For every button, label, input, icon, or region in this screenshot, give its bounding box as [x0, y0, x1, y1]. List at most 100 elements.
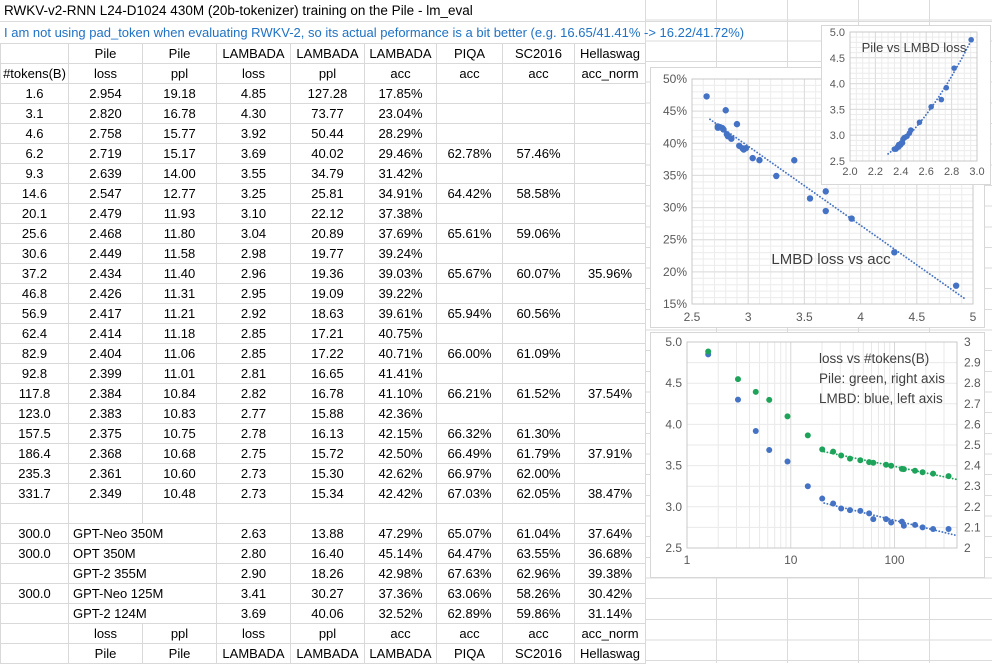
cell[interactable]: 10.83	[142, 403, 217, 424]
cell[interactable]	[574, 343, 646, 364]
cell[interactable]: 123.0	[0, 403, 69, 424]
cell[interactable]: 12.77	[142, 183, 217, 204]
cell[interactable]	[436, 123, 503, 144]
cell[interactable]: 2.383	[68, 403, 143, 424]
data-points[interactable]	[891, 36, 974, 152]
cell[interactable]: 66.32%	[436, 423, 503, 444]
sheet-title-cell[interactable]: RWKV-v2-RNN L24-D1024 430M (20b-tokenize…	[4, 3, 473, 18]
cell[interactable]: 46.8	[0, 283, 69, 304]
cell[interactable]: 16.65	[290, 363, 365, 384]
cell[interactable]: 61.79%	[502, 443, 575, 464]
cell[interactable]	[574, 123, 646, 144]
cell[interactable]: 17.22	[290, 343, 365, 364]
cell[interactable]: 18.63	[290, 303, 365, 324]
cell[interactable]: 60.56%	[502, 303, 575, 324]
cell[interactable]: 42.42%	[364, 483, 437, 504]
baseline-model-name[interactable]: GPT-2 355M	[68, 563, 217, 584]
cell[interactable]: 65.61%	[436, 223, 503, 244]
cell[interactable]: 2.417	[68, 303, 143, 324]
cell[interactable]: 10.60	[142, 463, 217, 484]
cell[interactable]: 73.77	[290, 103, 365, 124]
cell[interactable]: 82.9	[0, 343, 69, 364]
cell[interactable]: 11.58	[142, 243, 217, 264]
cell[interactable]: PIQA	[436, 643, 503, 664]
cell[interactable]: 30.27	[290, 583, 365, 604]
cell[interactable]: 2.78	[216, 423, 291, 444]
cell[interactable]: 31.42%	[364, 163, 437, 184]
cell[interactable]	[0, 623, 69, 644]
cell[interactable]: 10.84	[142, 383, 217, 404]
cell[interactable]: acc	[502, 623, 575, 644]
cell[interactable]: 6.2	[0, 143, 69, 164]
cell[interactable]: 15.17	[142, 143, 217, 164]
baseline-model-name[interactable]: GPT-Neo 125M	[68, 583, 217, 604]
cell[interactable]	[574, 243, 646, 264]
cell[interactable]: Pile	[142, 43, 217, 64]
cell[interactable]: 300.0	[0, 523, 69, 544]
cell[interactable]: 2.639	[68, 163, 143, 184]
cell[interactable]: Pile	[142, 643, 217, 664]
cell[interactable]: 39.22%	[364, 283, 437, 304]
cell[interactable]: 59.86%	[502, 603, 575, 624]
cell[interactable]: 2.98	[216, 243, 291, 264]
cell[interactable]: 62.96%	[502, 563, 575, 584]
cell[interactable]: 41.10%	[364, 383, 437, 404]
cell[interactable]: 10.48	[142, 483, 217, 504]
cell[interactable]: 2.449	[68, 243, 143, 264]
cell[interactable]: 3.69	[216, 603, 291, 624]
cell[interactable]: 2.85	[216, 343, 291, 364]
cell[interactable]: 63.55%	[502, 543, 575, 564]
cell[interactable]	[0, 503, 69, 524]
cell[interactable]: 35.96%	[574, 263, 646, 284]
cell[interactable]	[0, 603, 69, 624]
cell[interactable]: 62.05%	[502, 483, 575, 504]
cell[interactable]	[502, 283, 575, 304]
cell[interactable]: 20.1	[0, 203, 69, 224]
cell[interactable]: 15.88	[290, 403, 365, 424]
cell[interactable]	[436, 243, 503, 264]
cell[interactable]	[574, 323, 646, 344]
cell[interactable]: 11.40	[142, 263, 217, 284]
cell[interactable]: 34.79	[290, 163, 365, 184]
cell[interactable]: 15.34	[290, 483, 365, 504]
cell[interactable]	[216, 503, 291, 524]
cell[interactable]: 17.85%	[364, 83, 437, 104]
cell[interactable]: 11.31	[142, 283, 217, 304]
cell[interactable]	[574, 423, 646, 444]
cell[interactable]	[0, 563, 69, 584]
cell[interactable]	[574, 203, 646, 224]
cell[interactable]: Pile	[68, 43, 143, 64]
cell[interactable]: 2.434	[68, 263, 143, 284]
cell[interactable]	[502, 203, 575, 224]
cell[interactable]: loss	[68, 63, 143, 84]
cell[interactable]: 11.06	[142, 343, 217, 364]
cell[interactable]: 22.12	[290, 203, 365, 224]
cell[interactable]: 2.426	[68, 283, 143, 304]
cell[interactable]: ppl	[290, 623, 365, 644]
cell[interactable]: acc	[436, 63, 503, 84]
cell[interactable]: acc	[502, 63, 575, 84]
cell[interactable]: acc	[364, 63, 437, 84]
cell[interactable]: 2.414	[68, 323, 143, 344]
cell[interactable]	[574, 83, 646, 104]
cell[interactable]: 13.88	[290, 523, 365, 544]
cell[interactable]	[436, 363, 503, 384]
cell[interactable]: 11.93	[142, 203, 217, 224]
cell[interactable]: 25.81	[290, 183, 365, 204]
cell[interactable]	[502, 163, 575, 184]
cell[interactable]: LAMBADA	[364, 43, 437, 64]
cell[interactable]: 15.77	[142, 123, 217, 144]
cell[interactable]: 127.28	[290, 83, 365, 104]
cell[interactable]	[574, 103, 646, 124]
cell[interactable]: 18.26	[290, 563, 365, 584]
cell[interactable]	[142, 503, 217, 524]
cell[interactable]: 60.07%	[502, 263, 575, 284]
cell[interactable]	[502, 243, 575, 264]
cell[interactable]: 2.404	[68, 343, 143, 364]
cell[interactable]: loss	[216, 623, 291, 644]
cell[interactable]: 28.29%	[364, 123, 437, 144]
cell[interactable]	[436, 203, 503, 224]
cell[interactable]: 1.6	[0, 83, 69, 104]
cell[interactable]: 42.98%	[364, 563, 437, 584]
cell[interactable]	[574, 223, 646, 244]
